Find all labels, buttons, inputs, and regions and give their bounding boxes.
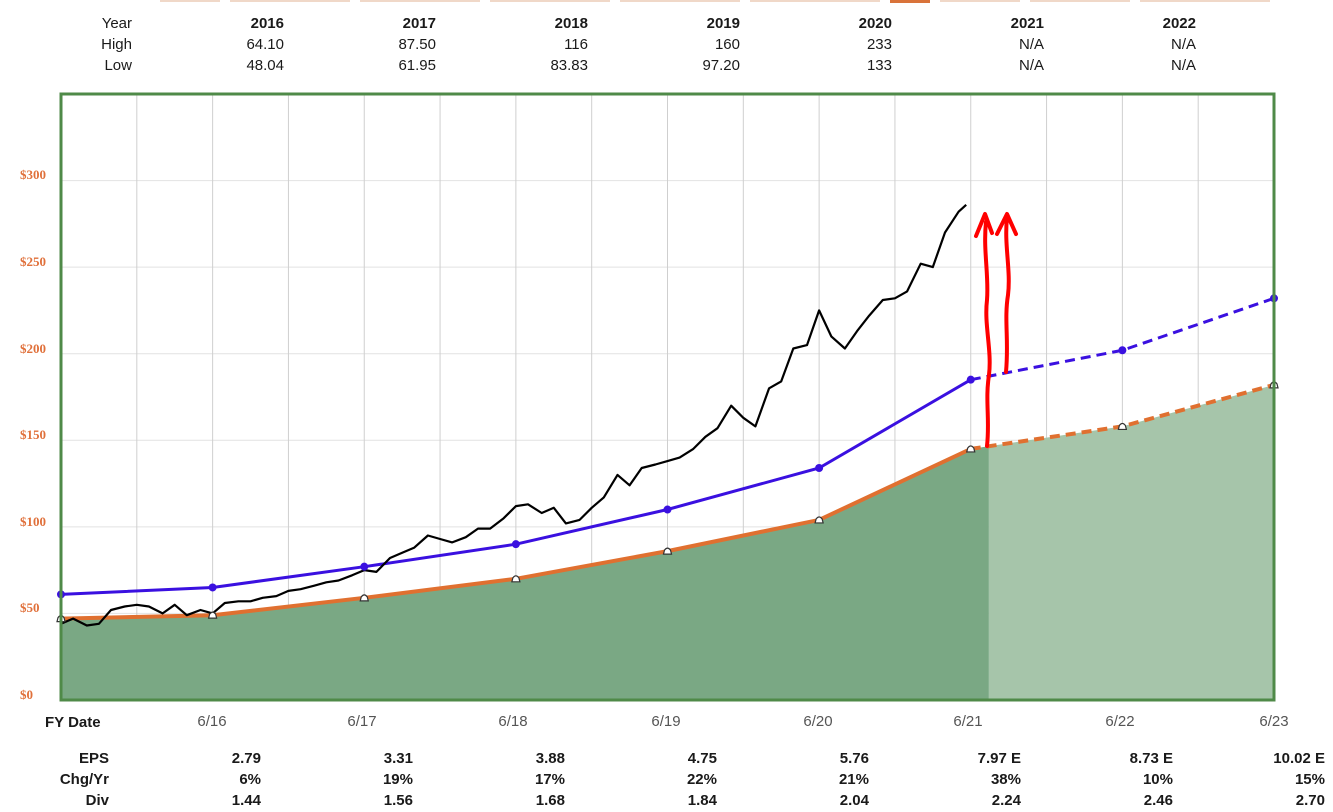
year-cell: 2019 [706, 15, 740, 32]
div-cell: 2.24 [991, 792, 1021, 809]
eps-cell: 3.31 [383, 750, 413, 767]
value-area-historical [61, 446, 989, 700]
y-tick-label: $300 [20, 167, 46, 182]
year-cell: 2018 [554, 15, 588, 32]
y-tick-label: $250 [20, 254, 46, 269]
low-cell: 97.20 [702, 57, 740, 74]
low-cell: 61.95 [398, 57, 436, 74]
red-arrow-left [983, 220, 992, 448]
div-cell: 1.44 [231, 792, 261, 809]
normal-value-marker [966, 375, 975, 384]
high-cell: 233 [866, 36, 892, 53]
div-cell: 1.68 [535, 792, 565, 809]
plot-border [59, 92, 1276, 702]
div-cell: 2.46 [1143, 792, 1173, 809]
x-tick-label: 6/18 [498, 713, 528, 730]
chg-yr-cell: 6% [239, 771, 261, 788]
x-tick-label: 6/22 [1105, 713, 1135, 730]
div-cell: 1.84 [687, 792, 717, 809]
low-cell: 83.83 [550, 57, 588, 74]
x-tick-label: 6/23 [1259, 713, 1289, 730]
chg-yr-cell: 22% [686, 771, 717, 788]
red-arrowhead-right [995, 212, 1018, 236]
div-cell: 2.04 [839, 792, 869, 809]
eps-row: EPS 2.79 3.31 3.88 4.75 5.76 7.97 E 8.73… [20, 748, 1325, 769]
high-cell: 87.50 [398, 36, 436, 53]
eps-cell: 7.97 E [977, 750, 1021, 767]
chg-yr-cell: 19% [382, 771, 413, 788]
normal-value-marker [1118, 346, 1127, 355]
red-arrow-right [1004, 216, 1011, 374]
chg-yr-row: Chg/Yr 6% 19% 17% 22% 21% 38% 10% 15% [20, 769, 1325, 790]
low-label: Low [104, 57, 132, 74]
high-cell: N/A [1018, 36, 1044, 53]
normal-value-marker [663, 505, 672, 514]
earnings-marker [359, 594, 370, 602]
high-row: High 64.10 87.50 116 160 233 N/A N/A [60, 34, 1196, 55]
year-cell: 2017 [402, 15, 436, 32]
y-tick-label: $50 [20, 600, 40, 615]
div-row: Div 1.44 1.56 1.68 1.84 2.04 2.24 2.46 2… [20, 790, 1325, 811]
low-cell: N/A [1018, 57, 1044, 74]
earnings-marker [965, 445, 976, 453]
normal-value-marker [815, 463, 824, 472]
year-row: Year 2016 2017 2018 2019 2020 2021 2022 [60, 13, 1196, 34]
earnings-marker [511, 575, 521, 583]
y-tick-label: $100 [20, 514, 46, 529]
eps-cell: 4.75 [687, 750, 717, 767]
x-tick-label: 6/20 [803, 713, 833, 730]
chg-yr-cell: 15% [1294, 771, 1325, 788]
chg-yr-cell: 38% [990, 771, 1021, 788]
div-cell: 2.70 [1295, 792, 1325, 809]
top-tab-strip [0, 0, 1333, 3]
x-tick-label: 6/21 [953, 713, 983, 730]
high-low-table: Year 2016 2017 2018 2019 2020 2021 2022 … [60, 13, 1196, 76]
high-cell: N/A [1170, 36, 1196, 53]
earnings-marker [207, 611, 218, 619]
normal-value-line-projected [970, 296, 1275, 382]
eps-cell: 3.88 [535, 750, 565, 767]
eps-cell: 2.79 [231, 750, 261, 767]
normal-value-marker [360, 562, 369, 571]
year-cell: 2020 [858, 15, 892, 32]
eps-cell: 8.73 E [1129, 750, 1173, 767]
low-row: Low 48.04 61.95 83.83 97.20 133 N/A N/A [60, 55, 1196, 76]
eps-cell: 10.02 E [1273, 750, 1325, 767]
normal-value-marker [208, 583, 217, 592]
chg-yr-cell: 10% [1142, 771, 1173, 788]
year-cell: 2021 [1010, 15, 1044, 32]
high-cell: 64.10 [246, 36, 284, 53]
year-header: Year [101, 15, 132, 32]
chg-yr-label: Chg/Yr [59, 771, 109, 788]
year-cell: 2016 [250, 15, 284, 32]
y-tick-label: $0 [20, 687, 33, 702]
div-cell: 1.56 [383, 792, 413, 809]
value-area-projected [988, 384, 1274, 700]
high-cell: 160 [714, 36, 740, 53]
eps-label: EPS [78, 750, 109, 767]
chg-yr-cell: 17% [534, 771, 565, 788]
x-axis-label: FY Date [45, 714, 101, 731]
eps-table: EPS 2.79 3.31 3.88 4.75 5.76 7.97 E 8.73… [20, 748, 1325, 811]
earnings-marker [814, 516, 824, 524]
x-tick-label: 6/17 [347, 713, 377, 730]
eps-cell: 5.76 [839, 750, 869, 767]
x-tick-label: 6/19 [651, 713, 681, 730]
x-tick-label: 6/16 [197, 713, 227, 730]
earnings-marker [662, 547, 673, 555]
high-cell: 116 [564, 36, 588, 53]
high-label: High [101, 36, 132, 53]
div-label: Div [85, 792, 109, 809]
year-cell: 2022 [1162, 15, 1196, 32]
y-tick-label: $200 [20, 341, 46, 356]
earnings-marker [1117, 422, 1128, 431]
low-cell: 133 [866, 57, 892, 74]
red-arrowhead-left [974, 212, 994, 238]
y-tick-label: $150 [20, 427, 46, 442]
low-cell: N/A [1170, 57, 1196, 74]
chg-yr-cell: 21% [838, 771, 869, 788]
low-cell: 48.04 [246, 57, 284, 74]
normal-value-marker [511, 540, 520, 549]
